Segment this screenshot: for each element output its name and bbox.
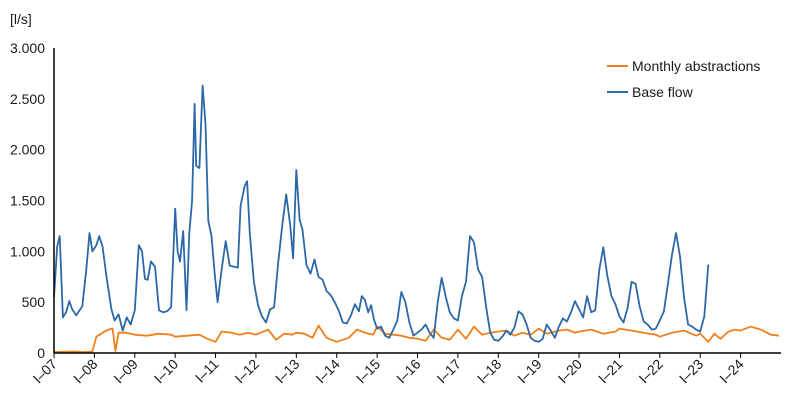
y-tick-label: 2.000 [10,142,45,158]
x-tick-label: I–16 [393,356,424,387]
x-tick-label: I–10 [151,356,182,387]
x-tick-label: I–08 [70,356,101,387]
x-tick-label: I–18 [474,356,505,387]
y-tick-labels: 0 500 1.000 1.500 2.000 2.500 3.000 [10,40,45,361]
y-tick-label: 3.000 [10,40,45,56]
y-tick-label: 500 [22,294,46,310]
y-axis-unit-label: [l/s] [10,11,32,27]
y-tick-label: 0 [37,345,45,361]
series-lines [53,84,780,353]
x-tick-label: I–11 [192,356,222,386]
legend-label-monthly-abstractions: Monthly abstractions [632,58,760,74]
series-line-monthly-abstractions [53,324,780,353]
legend-label-base-flow: Base flow [632,84,694,100]
x-tick-label: I–17 [433,356,464,387]
x-tick-label: I–21 [595,356,626,387]
x-tick-label: I–13 [272,356,303,387]
y-tick-label: 2.500 [10,91,45,107]
x-tick-label: I–14 [312,356,343,387]
y-tick-label: 1.500 [10,193,45,209]
x-tick-label: I–23 [676,356,707,387]
x-tick-label: I–15 [353,356,384,387]
x-tick-label: I–19 [514,356,545,387]
legend: Monthly abstractions Base flow [607,58,760,100]
x-tick-label: I–22 [635,356,666,387]
x-tick-labels: I–07 I–08 I–09 I–10 I–11 I–12 I–13 I–14 I–15 I–16… [30,356,747,387]
x-tick-label: I–07 [30,356,61,387]
x-tick-marks [53,353,742,358]
x-tick-label: I–12 [231,356,262,387]
x-tick-label: I–24 [716,356,747,387]
x-tick-label: I–20 [555,356,586,387]
x-tick-label: I–09 [110,356,141,387]
y-tick-label: 1.000 [10,243,45,259]
series-line-base-flow [53,84,710,343]
